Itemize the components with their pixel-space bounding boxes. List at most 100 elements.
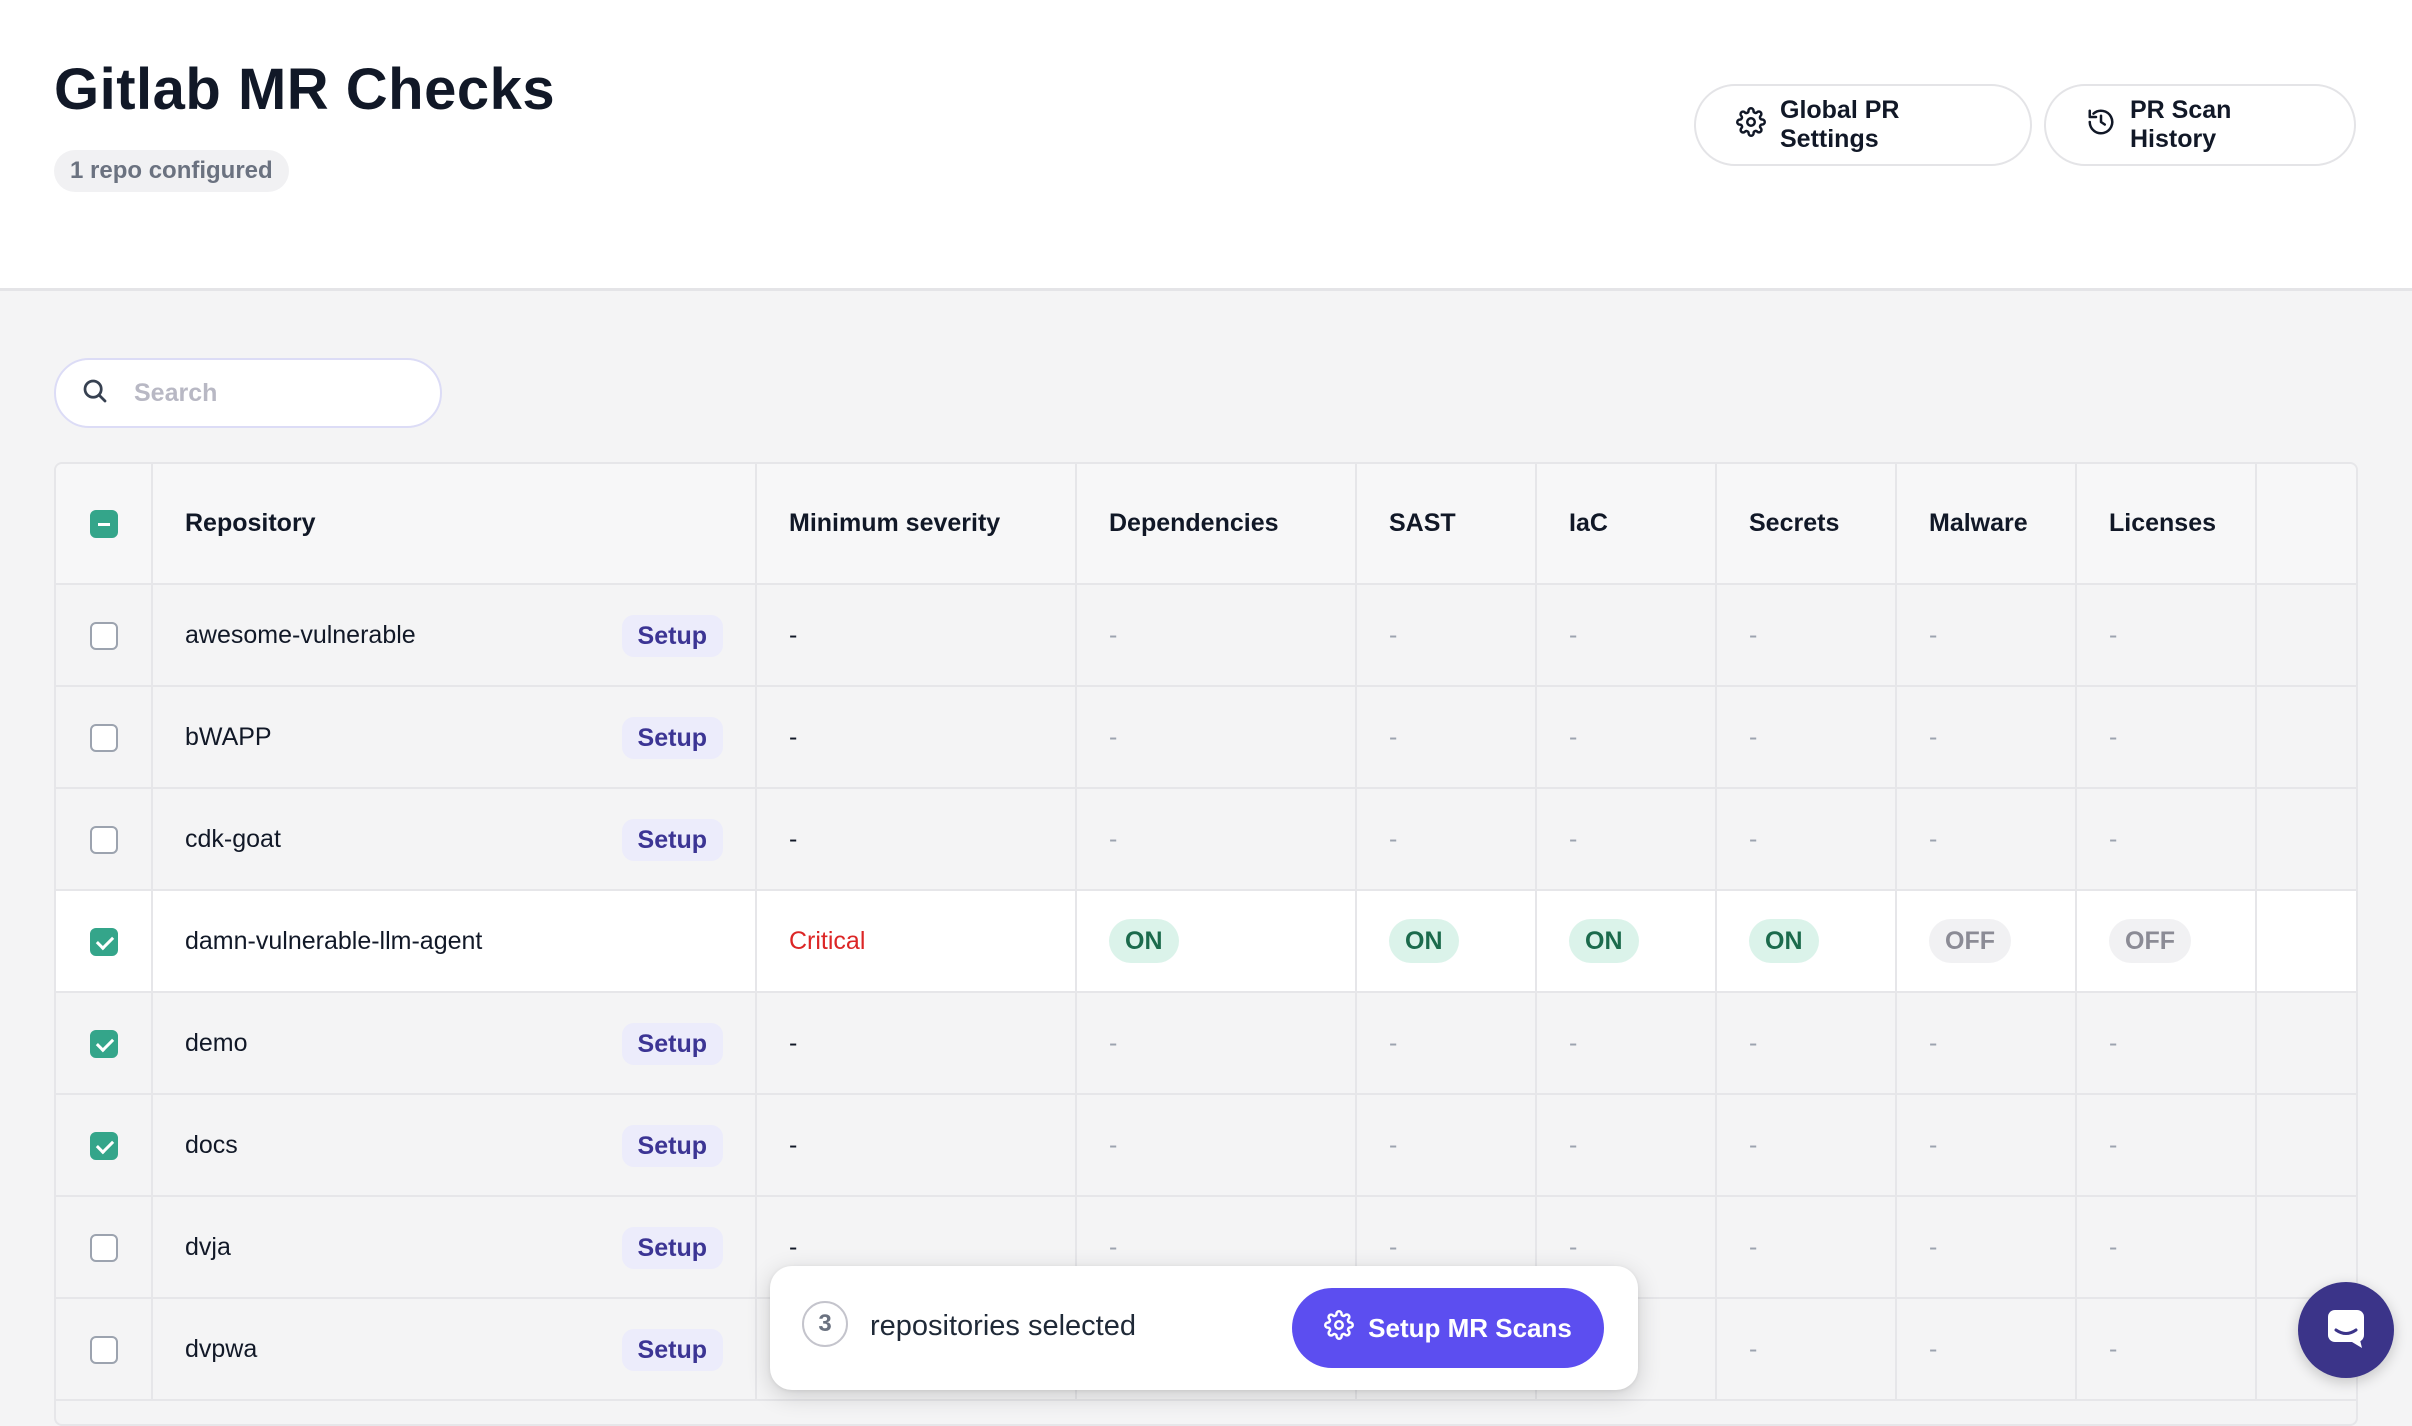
dependencies-value: - (1109, 1028, 1118, 1057)
column-header-repository[interactable]: Repository (152, 464, 757, 585)
setup-button[interactable]: Setup (621, 1329, 723, 1371)
iac-status-badge: ON (1569, 919, 1639, 963)
malware-cell: - (1896, 686, 2077, 789)
table-row[interactable]: bWAPP Setup - - - - - - - (56, 686, 2356, 789)
malware-cell: - (1896, 1094, 2077, 1197)
row-checkbox[interactable] (89, 1131, 118, 1160)
minimum-severity-cell: - (756, 1094, 1077, 1197)
dependencies-status-badge: ON (1109, 919, 1179, 963)
licenses-value: - (2109, 722, 2118, 751)
column-header-actions (2256, 464, 2356, 585)
table-row[interactable]: docs Setup - - - - - - - (56, 1094, 2356, 1197)
row-select-cell (56, 1094, 153, 1197)
sast-value: - (1389, 620, 1398, 649)
row-select-cell (56, 686, 153, 789)
setup-button[interactable]: Setup (621, 1023, 723, 1065)
minimum-severity-cell: - (756, 686, 1077, 789)
table-row[interactable]: dvja Setup - - - - - - - (56, 1196, 2356, 1299)
dependencies-cell: - (1076, 992, 1357, 1095)
column-header-malware[interactable]: Malware (1896, 464, 2077, 585)
malware-cell: - (1896, 1298, 2077, 1401)
malware-value: - (1929, 824, 1938, 853)
malware-value: - (1929, 722, 1938, 751)
select-all-cell (56, 464, 153, 585)
global-pr-settings-button[interactable]: Global PR Settings (1694, 84, 2032, 166)
selected-text: repositories selected (870, 1310, 1136, 1342)
malware-value: - (1929, 1334, 1938, 1363)
licenses-cell: - (2076, 1196, 2257, 1299)
table-row[interactable]: cdk-goat Setup - - - - - - - (56, 788, 2356, 891)
secrets-value: - (1749, 1130, 1758, 1159)
column-header-iac[interactable]: IaC (1536, 464, 1717, 585)
sast-value: - (1389, 1028, 1398, 1057)
row-select-cell (56, 1196, 153, 1299)
setup-button[interactable]: Setup (621, 615, 723, 657)
row-checkbox[interactable] (89, 927, 118, 956)
secrets-cell: - (1716, 1298, 1897, 1401)
table-row[interactable]: demo Setup - - - - - - - (56, 992, 2356, 1095)
secrets-status-badge: ON (1749, 919, 1819, 963)
minimum-severity-value: - (789, 620, 798, 649)
pr-scan-history-label: PR Scan History (2130, 96, 2232, 153)
row-checkbox[interactable] (89, 1335, 118, 1364)
row-select-cell (56, 992, 153, 1095)
repository-cell: bWAPP Setup (152, 686, 757, 789)
row-checkbox[interactable] (89, 1233, 118, 1262)
selected-count-badge: 3 (802, 1301, 848, 1347)
licenses-value: - (2109, 824, 2118, 853)
row-checkbox[interactable] (89, 825, 118, 854)
iac-value: - (1569, 1232, 1578, 1261)
malware-value: - (1929, 620, 1938, 649)
pr-scan-history-button[interactable]: PR Scan History (2044, 84, 2356, 166)
row-checkbox[interactable] (89, 621, 118, 650)
row-actions-cell (2256, 992, 2356, 1095)
setup-button[interactable]: Setup (621, 1227, 723, 1269)
select-all-checkbox[interactable] (89, 510, 118, 539)
repository-name: dvpwa (185, 1334, 258, 1363)
iac-value: - (1569, 620, 1578, 649)
sast-value: - (1389, 1130, 1398, 1159)
malware-cell: - (1896, 1196, 2077, 1299)
table-row[interactable]: awesome-vulnerable Setup - - - - - - - (56, 584, 2356, 687)
repository-name: demo (185, 1028, 248, 1057)
repository-name: damn-vulnerable-llm-agent (185, 926, 483, 955)
row-actions-cell (2256, 1196, 2356, 1299)
secrets-cell: - (1716, 1196, 1897, 1299)
column-header-licenses[interactable]: Licenses (2076, 464, 2257, 585)
repository-cell: damn-vulnerable-llm-agent (152, 890, 757, 993)
global-pr-settings-label: Global PR Settings (1780, 96, 1900, 153)
malware-cell: - (1896, 584, 2077, 687)
search-input[interactable] (132, 377, 416, 409)
repository-name: awesome-vulnerable (185, 620, 416, 649)
row-checkbox[interactable] (89, 1029, 118, 1058)
licenses-cell: OFF (2076, 890, 2257, 993)
sast-cell: - (1356, 686, 1537, 789)
setup-button[interactable]: Setup (621, 1125, 723, 1167)
repository-cell: docs Setup (152, 1094, 757, 1197)
dependencies-cell: - (1076, 788, 1357, 891)
setup-button[interactable]: Setup (621, 717, 723, 759)
setup-mr-scans-button[interactable]: Setup MR Scans (1292, 1288, 1604, 1368)
repo-count-badge: 1 repo configured (54, 150, 289, 192)
row-checkbox[interactable] (89, 723, 118, 752)
column-header-dependencies[interactable]: Dependencies (1076, 464, 1357, 585)
repository-cell: cdk-goat Setup (152, 788, 757, 891)
column-header-minimum-severity[interactable]: Minimum severity (756, 464, 1077, 585)
secrets-value: - (1749, 1028, 1758, 1057)
table-row[interactable]: damn-vulnerable-llm-agent Critical ON ON ON O… (56, 890, 2356, 993)
iac-cell: - (1536, 992, 1717, 1095)
column-header-sast[interactable]: SAST (1356, 464, 1537, 585)
licenses-cell: - (2076, 584, 2257, 687)
chat-launcher-button[interactable] (2298, 1282, 2394, 1378)
secrets-cell: - (1716, 584, 1897, 687)
minimum-severity-value: - (789, 722, 798, 751)
setup-button[interactable]: Setup (621, 819, 723, 861)
repository-cell: dvpwa Setup (152, 1298, 757, 1401)
row-actions-cell (2256, 1094, 2356, 1197)
secrets-value: - (1749, 1334, 1758, 1363)
row-actions-cell (2256, 890, 2356, 993)
iac-value: - (1569, 1130, 1578, 1159)
sast-cell: ON (1356, 890, 1537, 993)
column-header-secrets[interactable]: Secrets (1716, 464, 1897, 585)
history-icon (2086, 107, 2116, 144)
